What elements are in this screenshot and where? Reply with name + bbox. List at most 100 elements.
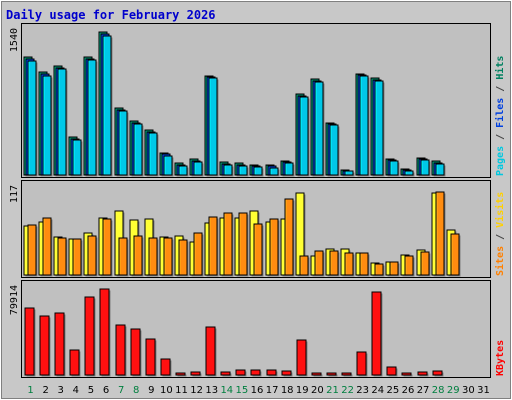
x-tick-label-day-2: 2 bbox=[42, 385, 48, 396]
bar-pages-day-6 bbox=[102, 35, 112, 176]
x-tick-label-day-19: 19 bbox=[296, 385, 309, 396]
legend-segment: Files bbox=[494, 98, 506, 128]
bar-pages-day-3 bbox=[57, 68, 67, 176]
bar-kbytes-day-9 bbox=[145, 338, 156, 376]
x-tick-label-day-27: 27 bbox=[417, 385, 430, 396]
bar-sites-day-26 bbox=[404, 255, 414, 276]
bar-sites-day-14 bbox=[223, 212, 233, 276]
bar-sites-day-25 bbox=[389, 261, 399, 276]
legend-segment: Sites bbox=[494, 246, 506, 276]
bar-pages-day-19 bbox=[299, 96, 309, 176]
x-tick-label-day-21: 21 bbox=[326, 385, 339, 396]
bar-pages-day-5 bbox=[87, 59, 97, 176]
bar-sites-day-3 bbox=[57, 237, 67, 276]
x-tick-label-day-30: 30 bbox=[462, 385, 475, 396]
x-tick-label-day-5: 5 bbox=[88, 385, 94, 396]
bar-kbytes-day-25 bbox=[386, 366, 397, 376]
bar-sites-day-6 bbox=[102, 218, 112, 276]
bar-sites-day-16 bbox=[253, 223, 263, 276]
bar-sites-day-19 bbox=[299, 255, 309, 276]
bar-kbytes-day-7 bbox=[115, 324, 126, 376]
bar-kbytes-day-16 bbox=[250, 369, 261, 376]
bar-kbytes-day-15 bbox=[235, 369, 246, 376]
bar-pages-day-27 bbox=[420, 159, 430, 176]
legend-segment: KBytes bbox=[495, 340, 506, 376]
bar-pages-day-24 bbox=[374, 80, 384, 176]
x-tick-label-day-12: 12 bbox=[190, 385, 203, 396]
x-tick-label-day-22: 22 bbox=[341, 385, 354, 396]
bar-kbytes-day-18 bbox=[281, 370, 292, 376]
panel-2: 117 Sites / Visits bbox=[9, 180, 506, 278]
bar-pages-day-13 bbox=[208, 77, 218, 176]
bar-pages-day-7 bbox=[118, 110, 128, 176]
bar-kbytes-day-2 bbox=[39, 315, 50, 376]
bar-kbytes-day-27 bbox=[417, 371, 428, 376]
bar-sites-day-8 bbox=[133, 235, 143, 276]
panel-3: 79914 KBytes bbox=[9, 280, 506, 378]
bar-pages-day-11 bbox=[178, 165, 188, 176]
bar-kbytes-day-11 bbox=[175, 372, 186, 376]
x-tick-label-day-26: 26 bbox=[402, 385, 415, 396]
bar-pages-day-21 bbox=[329, 124, 339, 176]
x-tick-label-day-13: 13 bbox=[205, 385, 218, 396]
x-tick-label-day-20: 20 bbox=[311, 385, 324, 396]
bar-kbytes-day-13 bbox=[205, 326, 216, 376]
legend-segment: / bbox=[495, 80, 506, 98]
bar-kbytes-day-12 bbox=[190, 371, 201, 376]
bar-sites-day-18 bbox=[284, 198, 294, 276]
x-tick-label-day-18: 18 bbox=[281, 385, 294, 396]
x-tick-label-day-31: 31 bbox=[477, 385, 490, 396]
bar-pages-day-12 bbox=[193, 161, 203, 176]
bar-pages-day-23 bbox=[359, 75, 369, 176]
bar-sites-day-21 bbox=[329, 250, 339, 276]
bar-sites-day-5 bbox=[87, 235, 97, 276]
bar-kbytes-day-19 bbox=[296, 339, 307, 376]
bar-pages-day-1 bbox=[27, 60, 37, 176]
bar-kbytes-day-22 bbox=[341, 372, 352, 376]
bar-pages-day-4 bbox=[72, 139, 82, 176]
chart-panels: 1540 Pages / Files / Hits 117 Sites / Visit… bbox=[9, 23, 506, 378]
bar-pages-day-16 bbox=[253, 166, 263, 176]
x-axis-labels: 1 2 3 4 5 6 7 8 9 10 11 12 13 14 15 16 17 18 19 20 21 22 23 24 2… bbox=[27, 385, 489, 396]
bar-kbytes-day-20 bbox=[311, 372, 322, 376]
legend-segment: Visits bbox=[494, 192, 506, 228]
bar-kbytes-day-3 bbox=[54, 312, 65, 376]
bar-sites-day-2 bbox=[42, 217, 52, 276]
panel-1-ymax-label: 1540 bbox=[9, 28, 20, 52]
legend-segment: Pages bbox=[495, 146, 506, 176]
legend-segment: Hits bbox=[494, 56, 506, 80]
bar-sites-day-24 bbox=[374, 263, 384, 276]
bar-pages-day-18 bbox=[284, 162, 294, 176]
bar-kbytes-day-1 bbox=[24, 307, 35, 376]
panel-2-legend: Sites / Visits bbox=[494, 192, 506, 276]
bar-sites-day-22 bbox=[344, 252, 354, 276]
x-tick-label-day-6: 6 bbox=[103, 385, 109, 396]
bar-sites-day-23 bbox=[359, 252, 369, 276]
bar-kbytes-day-10 bbox=[160, 358, 171, 376]
x-tick-label-day-15: 15 bbox=[236, 385, 249, 396]
x-tick-label-day-16: 16 bbox=[251, 385, 264, 396]
panel-1: 1540 Pages / Files / Hits bbox=[9, 23, 506, 178]
bar-sites-day-27 bbox=[420, 251, 430, 276]
bar-sites-day-10 bbox=[163, 237, 173, 276]
bar-pages-day-17 bbox=[269, 167, 279, 176]
bar-pages-day-28 bbox=[435, 163, 445, 176]
x-tick-label-day-7: 7 bbox=[118, 385, 124, 396]
bar-kbytes-day-5 bbox=[84, 296, 95, 376]
x-tick-label-day-25: 25 bbox=[387, 385, 400, 396]
x-tick-label-day-9: 9 bbox=[148, 385, 154, 396]
bar-pages-day-22 bbox=[344, 170, 354, 176]
chart-title: Daily usage for February 2026 bbox=[6, 8, 216, 22]
bar-pages-day-15 bbox=[238, 165, 248, 176]
bar-kbytes-day-6 bbox=[99, 288, 110, 376]
panel-2-ymax-label: 117 bbox=[9, 185, 20, 203]
x-tick-label-day-17: 17 bbox=[266, 385, 279, 396]
bar-sites-day-28 bbox=[435, 191, 445, 276]
bar-kbytes-day-4 bbox=[69, 349, 80, 376]
bar-kbytes-day-28 bbox=[432, 370, 443, 376]
bar-sites-day-29 bbox=[450, 233, 460, 276]
bar-sites-day-13 bbox=[208, 216, 218, 276]
bar-pages-day-25 bbox=[389, 160, 399, 176]
